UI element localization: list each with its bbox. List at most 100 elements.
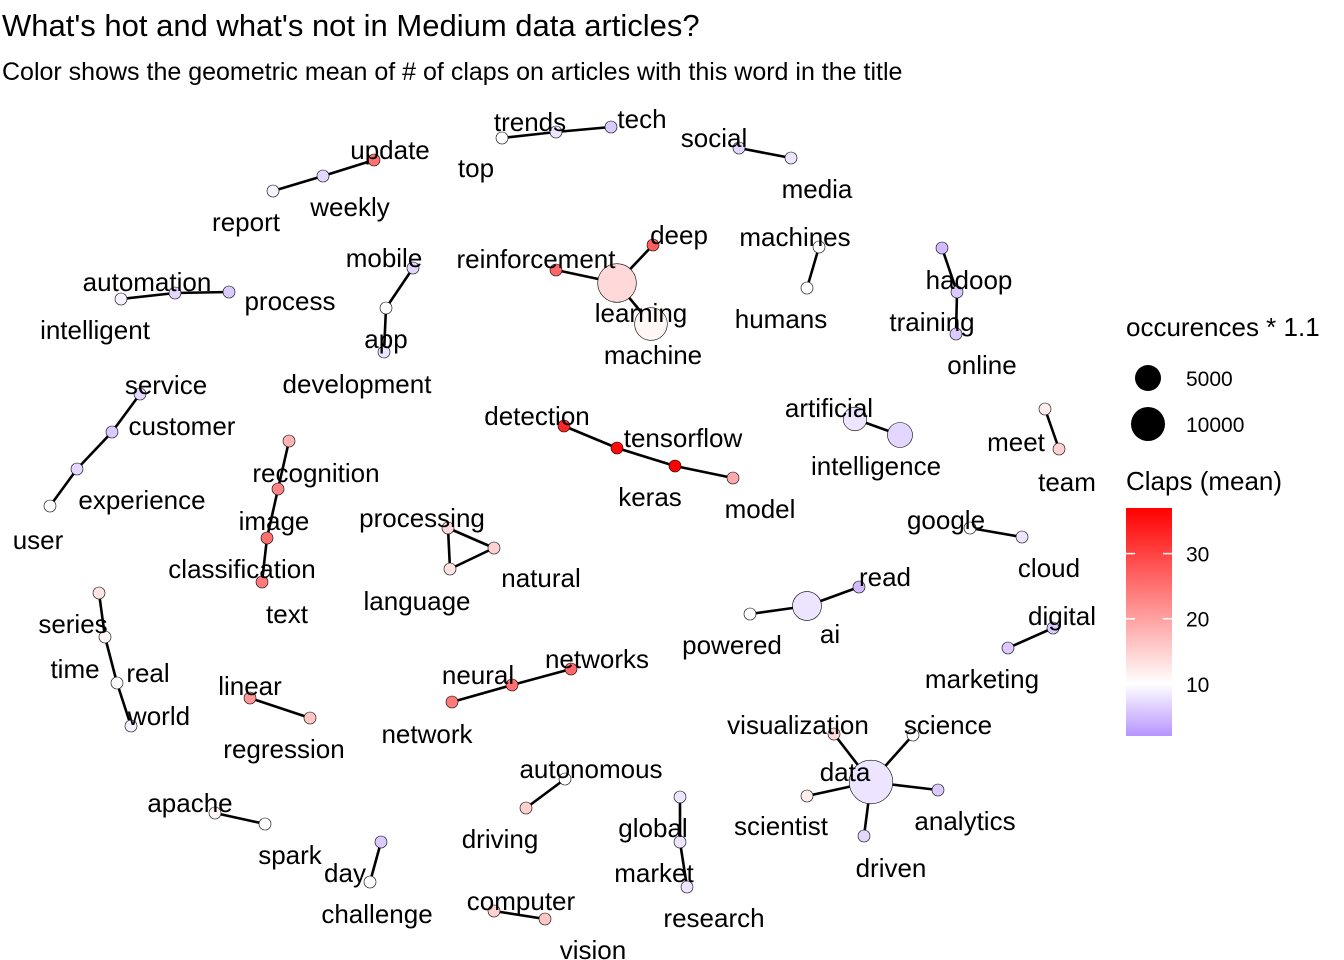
node-label-research: research [663,903,764,933]
node-label-marketing: marketing [925,664,1039,694]
node-label-powered: powered [682,630,782,660]
node-label-deep: deep [650,220,708,250]
edge-app-development [382,307,388,353]
node-label-cloud: cloud [1018,553,1080,583]
node-model [726,471,740,485]
size-legend-label-large: 10000 [1186,414,1244,437]
node-powered [743,607,757,621]
edge-service-customer [110,393,142,433]
node-detection [557,419,571,433]
node-intelligent [114,292,128,306]
node-neural [505,678,519,692]
edge-linear-regression [249,696,311,720]
node-label-natural: natural [501,563,581,593]
node-label-language: language [364,586,471,616]
node-data [848,759,894,805]
node-deep [646,238,660,252]
node-training [950,285,964,299]
node-label-intelligent: intelligent [40,315,151,345]
node-label-service: service [125,370,207,400]
node-label-detection: detection [484,401,590,431]
node-label-trends: trends [494,107,566,137]
node-tech [604,120,618,134]
edge-meet-team [1043,408,1061,450]
node-label-machines: machines [739,222,850,252]
node-label-vision: vision [560,935,626,960]
node-image [271,482,285,496]
node-humans [800,281,814,295]
edge-trends-tech [555,125,612,134]
node-label-computer: computer [467,886,576,916]
node-label-machine: machine [604,340,702,370]
edge-tensorflow-keras [616,446,676,468]
node-weekly [316,169,330,183]
edge-processing-natural [447,526,495,550]
node-label-process: process [244,286,335,316]
node-label-digital: digital [1028,601,1096,631]
node-automation [168,286,182,300]
node-learning [597,263,637,303]
node-intelligence [887,422,913,448]
node-world [124,719,138,733]
edge-intelligent-automation [120,291,176,301]
edge-classification-text [260,537,269,583]
node-label-media: media [782,174,853,204]
node-label-update: update [350,135,430,165]
node-label-automation: automation [83,267,212,297]
edge-experience-user [48,468,79,507]
node-app [379,301,393,315]
node-user [43,499,57,513]
node-science [906,728,920,742]
chart-title: What's hot and what's not in Medium data… [2,8,700,43]
size-legend-label-small: 5000 [1186,368,1233,391]
node-label-experience: experience [78,485,205,515]
node-label-artificial: artificial [785,393,873,423]
legend: occurences * 1.1 5000 10000 Claps (mean)… [1126,312,1320,736]
node-label-processing: processing [359,503,485,533]
chart-subtitle: Color shows the geometric mean of # of c… [2,58,903,86]
node-label-analytics: analytics [914,806,1015,836]
node-challenge [363,875,377,889]
edge-mobile-app [384,267,415,309]
node-read [852,580,866,594]
node-classification [260,531,274,545]
edge-image-classification [265,488,280,539]
color-legend-tick-label: 30 [1186,544,1209,567]
node-label-classification: classification [168,554,315,584]
node-processing [441,521,455,535]
edge-report-weekly [272,174,324,193]
node-label-app: app [364,324,407,354]
node-language [443,562,457,576]
node-label-driving: driving [462,824,539,854]
node-experience [70,462,84,476]
node-label-data: data [820,757,871,787]
node-label-visualization: visualization [727,710,869,740]
node-digital [1046,621,1060,635]
node-label-network: network [381,719,473,749]
node-reinforcement [549,263,563,277]
node-label-series: series [38,609,107,639]
node-natural [487,541,501,555]
node-label-learning: learning [595,298,688,328]
node-tensorflow [610,441,624,455]
node-marketing [1001,641,1015,655]
color-legend-tick-label: 10 [1186,674,1209,697]
edge-market-research [678,841,689,888]
node-label-networks: networks [545,644,649,674]
node-meet [1038,402,1052,416]
node-label-meet: meet [987,427,1046,457]
node-label-text: text [266,599,309,629]
node-service [133,387,147,401]
node-label-image: image [239,506,310,536]
node-day [374,835,388,849]
edge-keras-model [674,464,734,480]
node-media [784,151,798,165]
node-regression [303,711,317,725]
node-label-day: day [324,858,366,888]
edge-digital-marketing [1007,626,1054,650]
node-market [673,835,687,849]
node-label-global: global [618,813,687,843]
node-analytics [931,783,945,797]
edge-machines-humans [805,246,821,289]
edge-real-world [115,682,133,727]
